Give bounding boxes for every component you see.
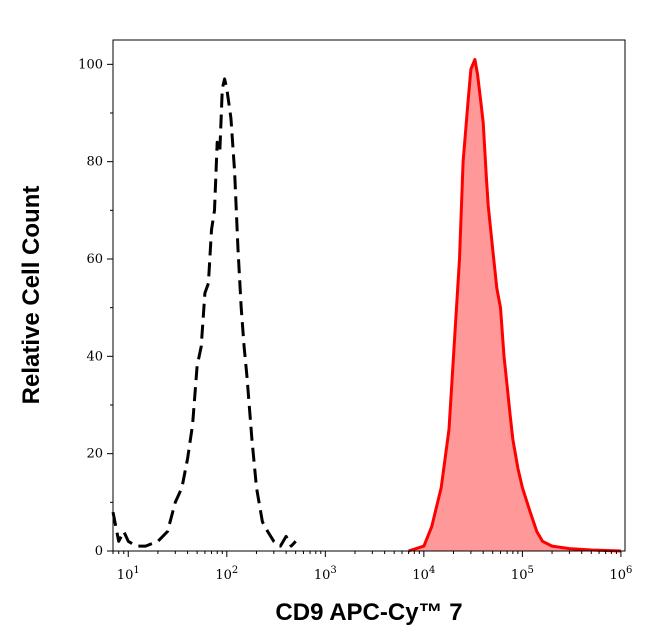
y-tick-label-40: 40 <box>86 349 103 364</box>
series-layer <box>111 58 621 553</box>
plot-frame <box>112 39 626 552</box>
y-tick-label-0: 0 <box>95 544 103 559</box>
y-tick-label-20: 20 <box>86 447 103 462</box>
series-1-line <box>408 58 621 553</box>
x-tick-label-1000000: 106 <box>609 565 632 583</box>
x-tick-label-10000: 104 <box>412 565 435 583</box>
y-tick-label-60: 60 <box>86 252 103 267</box>
x-tick-label-100: 102 <box>215 565 238 583</box>
x-tick-label-10: 101 <box>117 565 140 583</box>
y-tick-label-100: 100 <box>78 57 103 72</box>
x-axis-title: CD9 APC-Cy™ 7 <box>275 599 462 626</box>
series-0-line <box>111 77 297 548</box>
x-tick-label-100000: 105 <box>511 565 534 583</box>
x-tick-label-1000: 103 <box>314 565 337 583</box>
tick-layer: 0 20 40 60 80 100 101 102 103 104 105 106 <box>78 57 632 583</box>
y-tick-label-80: 80 <box>86 155 103 170</box>
y-axis-title: Relative Cell Count <box>18 186 45 405</box>
series-1-area <box>408 59 621 551</box>
